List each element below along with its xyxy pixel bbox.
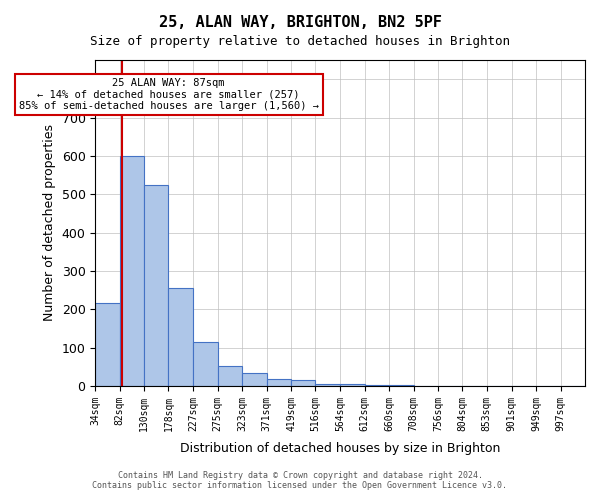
Y-axis label: Number of detached properties: Number of detached properties — [43, 124, 56, 322]
Bar — [291, 380, 316, 386]
Text: 25 ALAN WAY: 87sqm
← 14% of detached houses are smaller (257)
85% of semi-detach: 25 ALAN WAY: 87sqm ← 14% of detached hou… — [19, 78, 319, 111]
Text: Size of property relative to detached houses in Brighton: Size of property relative to detached ho… — [90, 35, 510, 48]
Text: Contains HM Land Registry data © Crown copyright and database right 2024.
Contai: Contains HM Land Registry data © Crown c… — [92, 470, 508, 490]
Bar — [169, 288, 193, 386]
X-axis label: Distribution of detached houses by size in Brighton: Distribution of detached houses by size … — [180, 442, 500, 455]
Text: 25, ALAN WAY, BRIGHTON, BN2 5PF: 25, ALAN WAY, BRIGHTON, BN2 5PF — [158, 15, 442, 30]
Bar — [266, 379, 291, 386]
Bar — [242, 374, 266, 386]
Bar — [340, 384, 365, 386]
Bar — [316, 384, 340, 386]
Bar — [144, 184, 169, 386]
Bar — [119, 156, 144, 386]
Bar — [365, 385, 389, 386]
Bar — [95, 304, 119, 386]
Bar — [389, 385, 413, 386]
Bar — [193, 342, 218, 386]
Bar — [218, 366, 242, 386]
